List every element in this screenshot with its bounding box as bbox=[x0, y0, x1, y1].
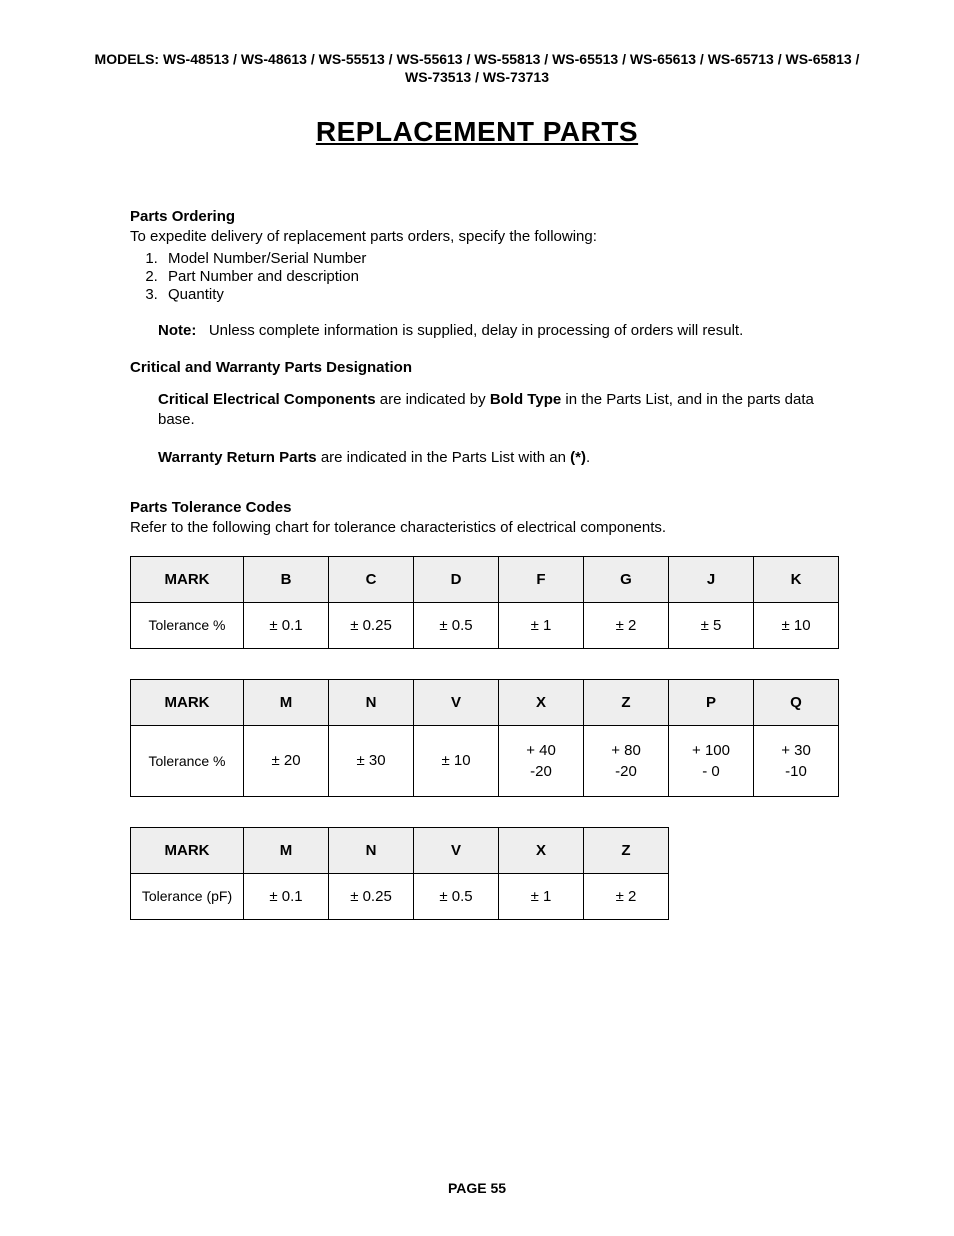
col-header: N bbox=[329, 827, 414, 873]
cell: ± 1 bbox=[499, 602, 584, 648]
critical-bold1: Critical Electrical Components bbox=[158, 391, 376, 408]
tolerance-heading: Parts Tolerance Codes bbox=[130, 499, 854, 516]
parts-ordering-note: Note: Unless complete information is sup… bbox=[158, 321, 854, 341]
cell: + 40-20 bbox=[499, 725, 584, 796]
col-header: C bbox=[329, 556, 414, 602]
cell: ± 1 bbox=[499, 873, 584, 919]
col-header: Z bbox=[584, 827, 669, 873]
models-label: MODELS: bbox=[95, 51, 160, 67]
note-label: Note: bbox=[158, 322, 196, 339]
warranty-bold1: Warranty Return Parts bbox=[158, 449, 317, 466]
mark-header: MARK bbox=[131, 827, 244, 873]
mark-header: MARK bbox=[131, 556, 244, 602]
cell: + 30-10 bbox=[754, 725, 839, 796]
col-header: P bbox=[669, 679, 754, 725]
col-header: M bbox=[244, 679, 329, 725]
mark-header: MARK bbox=[131, 679, 244, 725]
cell: ± 2 bbox=[584, 602, 669, 648]
cell: ± 5 bbox=[669, 602, 754, 648]
col-header: M bbox=[244, 827, 329, 873]
models-header: MODELS: WS-48513 / WS-48613 / WS-55513 /… bbox=[87, 50, 867, 86]
critical-line2: Warranty Return Parts are indicated in t… bbox=[158, 448, 854, 468]
col-header: Q bbox=[754, 679, 839, 725]
cell: ± 0.1 bbox=[244, 873, 329, 919]
row-label: Tolerance % bbox=[131, 602, 244, 648]
warranty-end: . bbox=[586, 449, 590, 466]
critical-heading: Critical and Warranty Parts Designation bbox=[130, 359, 854, 376]
cell: ± 10 bbox=[754, 602, 839, 648]
cell: ± 0.1 bbox=[244, 602, 329, 648]
table-row: MARK B C D F G J K bbox=[131, 556, 839, 602]
cell: ± 0.25 bbox=[329, 602, 414, 648]
list-item: Quantity bbox=[162, 286, 854, 303]
cell: ± 0.5 bbox=[414, 602, 499, 648]
table-row: MARK M N V X Z P Q bbox=[131, 679, 839, 725]
col-header: N bbox=[329, 679, 414, 725]
col-header: V bbox=[414, 827, 499, 873]
parts-ordering-section: Parts Ordering To expedite delivery of r… bbox=[130, 208, 854, 920]
models-list: WS-48513 / WS-48613 / WS-55513 / WS-5561… bbox=[163, 51, 859, 85]
page-footer: PAGE 55 bbox=[70, 1180, 884, 1196]
cell: ± 10 bbox=[414, 725, 499, 796]
tolerance-table-2: MARK M N V X Z P Q Tolerance % ± 20 ± 30… bbox=[130, 679, 839, 797]
row-label: Tolerance (pF) bbox=[131, 873, 244, 919]
col-header: G bbox=[584, 556, 669, 602]
list-item: Part Number and description bbox=[162, 268, 854, 285]
table-row: MARK M N V X Z bbox=[131, 827, 669, 873]
table-row: Tolerance % ± 0.1 ± 0.25 ± 0.5 ± 1 ± 2 ±… bbox=[131, 602, 839, 648]
cell: ± 2 bbox=[584, 873, 669, 919]
parts-ordering-list: Model Number/Serial Number Part Number a… bbox=[130, 250, 854, 303]
col-header: F bbox=[499, 556, 584, 602]
parts-ordering-intro: To expedite delivery of replacement part… bbox=[130, 227, 854, 247]
cell: ± 0.5 bbox=[414, 873, 499, 919]
cell: + 100- 0 bbox=[669, 725, 754, 796]
critical-mid1: are indicated by bbox=[376, 391, 490, 408]
critical-line1: Critical Electrical Components are indic… bbox=[158, 390, 854, 431]
col-header: X bbox=[499, 679, 584, 725]
table-row: Tolerance (pF) ± 0.1 ± 0.25 ± 0.5 ± 1 ± … bbox=[131, 873, 669, 919]
cell: + 80-20 bbox=[584, 725, 669, 796]
col-header: V bbox=[414, 679, 499, 725]
col-header: D bbox=[414, 556, 499, 602]
tolerance-intro: Refer to the following chart for toleran… bbox=[130, 518, 854, 538]
cell: ± 20 bbox=[244, 725, 329, 796]
cell: ± 0.25 bbox=[329, 873, 414, 919]
critical-bold2: Bold Type bbox=[490, 391, 561, 408]
table-row: Tolerance % ± 20 ± 30 ± 10 + 40-20 + 80-… bbox=[131, 725, 839, 796]
col-header: Z bbox=[584, 679, 669, 725]
col-header: X bbox=[499, 827, 584, 873]
tolerance-table-3: MARK M N V X Z Tolerance (pF) ± 0.1 ± 0.… bbox=[130, 827, 669, 920]
col-header: B bbox=[244, 556, 329, 602]
page-title: REPLACEMENT PARTS bbox=[70, 116, 884, 148]
warranty-bold2: (*) bbox=[570, 449, 586, 466]
row-label: Tolerance % bbox=[131, 725, 244, 796]
cell: ± 30 bbox=[329, 725, 414, 796]
col-header: J bbox=[669, 556, 754, 602]
list-item: Model Number/Serial Number bbox=[162, 250, 854, 267]
warranty-mid: are indicated in the Parts List with an bbox=[317, 449, 570, 466]
parts-ordering-heading: Parts Ordering bbox=[130, 208, 854, 225]
tolerance-table-1: MARK B C D F G J K Tolerance % ± 0.1 ± 0… bbox=[130, 556, 839, 649]
col-header: K bbox=[754, 556, 839, 602]
note-text: Unless complete information is supplied,… bbox=[209, 322, 743, 339]
